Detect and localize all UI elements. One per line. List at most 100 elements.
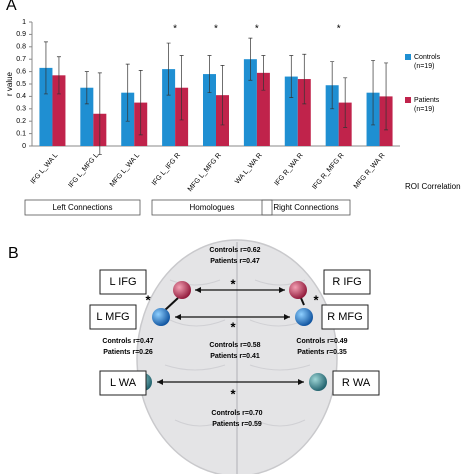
x-tick-label: IFG R_WA R <box>274 152 305 187</box>
roi-sphere <box>309 373 327 391</box>
error-bar <box>56 56 61 95</box>
error-bar <box>125 63 130 122</box>
patients-r: Patients r=0.35 <box>297 349 347 356</box>
bar <box>52 75 66 146</box>
controls-r: Controls r=0.49 <box>296 338 347 345</box>
y-tick-label: 0.4 <box>16 93 26 100</box>
group-box <box>261 199 351 216</box>
significance-marker: * <box>145 292 151 307</box>
y-tick-label: 0.6 <box>16 68 26 75</box>
patients-r: Patients r=0.59 <box>212 421 262 428</box>
node-box <box>323 269 371 295</box>
group-box <box>24 199 141 216</box>
controls-r: Controls r=0.62 <box>209 247 260 254</box>
patients-r: Patients r=0.26 <box>103 349 153 356</box>
error-bar <box>289 55 294 98</box>
legend-label: Patients <box>414 97 440 104</box>
node-label: L MFG <box>96 311 129 323</box>
x-tick-label: IFG R_MFG R <box>311 152 345 191</box>
roi-sphere <box>173 281 191 299</box>
x-tick-label: MFG L_MFG R <box>187 152 223 193</box>
node-box <box>332 370 380 396</box>
y-tick-label: 0.2 <box>16 118 26 125</box>
roi-sphere <box>295 308 313 326</box>
bar <box>203 74 216 146</box>
x-tick-label: IFG L_WA L <box>30 152 60 186</box>
legend-note: (n=19) <box>414 63 434 70</box>
significance-marker: * <box>214 24 218 35</box>
group-label: Homologues <box>190 203 235 212</box>
error-bar <box>220 65 225 126</box>
error-bar <box>43 41 48 95</box>
error-bar <box>302 53 307 105</box>
error-bar <box>166 42 171 96</box>
node-box <box>99 269 147 295</box>
error-bar <box>371 60 376 126</box>
controls-r: Controls r=0.58 <box>209 342 260 349</box>
bar <box>256 72 270 146</box>
y-tick-label: 0.8 <box>16 44 26 51</box>
bar <box>284 76 298 146</box>
error-bar <box>330 61 335 110</box>
x-tick-label: IFG L_IFG R <box>151 152 182 187</box>
legend-label: Controls <box>414 54 441 61</box>
y-tick-label: 0.3 <box>16 106 26 113</box>
group-label: Left Connections <box>52 203 112 212</box>
y-tick-label: 0.1 <box>16 130 26 137</box>
group-label: Right Connections <box>273 203 338 212</box>
connection <box>163 297 179 312</box>
roi-sphere <box>152 308 170 326</box>
node-box <box>89 304 137 330</box>
bar <box>243 59 257 147</box>
panel-label: A <box>6 0 17 14</box>
bar <box>80 87 94 146</box>
x-tick-label: MFG L_WA L <box>109 152 141 189</box>
x-tick-label: WA L_WA R <box>234 152 264 186</box>
node-box <box>99 370 147 396</box>
node-box <box>321 304 369 330</box>
brain-diagram: B * Controls r=0.62 Patients r=0.47 * Contro… <box>8 239 380 474</box>
y-tick-label: 0.5 <box>16 81 26 88</box>
node-label: R MFG <box>327 311 362 323</box>
y-axis-label: r value <box>5 71 14 96</box>
gyri <box>164 279 311 427</box>
patients-r: Patients r=0.47 <box>210 258 260 265</box>
error-bar <box>179 55 184 121</box>
x-tick-label: IFG L_MFG L <box>67 152 100 189</box>
bar <box>39 67 53 146</box>
error-bar <box>343 77 348 128</box>
y-tick-label: 0 <box>22 143 26 150</box>
group-box <box>151 199 273 216</box>
controls-r: Controls r=0.47 <box>102 338 153 345</box>
significance-marker: * <box>230 319 236 334</box>
x-axis-label: ROI Correlation <box>405 182 461 191</box>
node-label: R WA <box>342 377 371 389</box>
node-label: L WA <box>110 377 137 389</box>
error-bar <box>207 55 212 94</box>
roi-sphere <box>289 281 307 299</box>
x-tick-label: MFG R_WA R <box>353 152 387 190</box>
significance-marker: * <box>230 386 236 401</box>
panel-label: B <box>8 245 19 262</box>
bar <box>297 79 311 146</box>
error-bar <box>248 37 253 81</box>
node-label: L IFG <box>109 276 136 288</box>
significance-marker: * <box>230 276 236 291</box>
error-bar <box>97 72 102 156</box>
error-bar <box>261 55 266 91</box>
node-label: R IFG <box>332 276 361 288</box>
y-tick-label: 0.7 <box>16 56 26 63</box>
significance-marker: * <box>337 24 341 35</box>
legend-note: (n=19) <box>414 106 434 113</box>
significance-marker: * <box>173 24 177 35</box>
controls-r: Controls r=0.70 <box>211 410 262 417</box>
significance-marker: * <box>313 292 319 307</box>
error-bar <box>384 62 389 131</box>
connection <box>300 297 305 306</box>
bar <box>162 69 176 146</box>
legend-swatch <box>405 54 411 60</box>
y-tick-label: 0.9 <box>16 31 26 38</box>
legend-swatch <box>405 97 411 103</box>
patients-r: Patients r=0.41 <box>210 353 260 360</box>
